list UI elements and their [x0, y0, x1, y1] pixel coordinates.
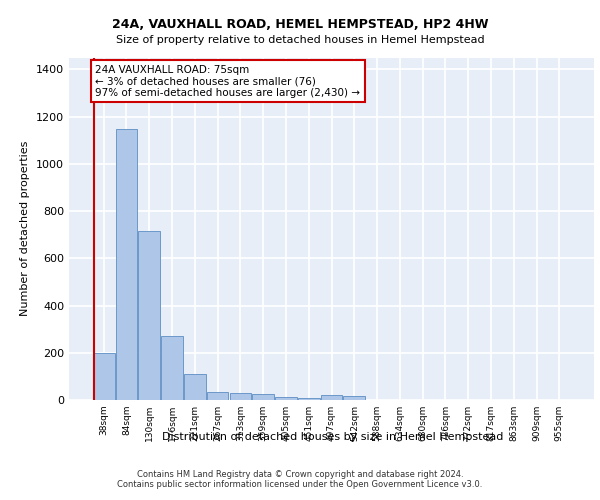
Y-axis label: Number of detached properties: Number of detached properties: [20, 141, 31, 316]
Text: 24A, VAUXHALL ROAD, HEMEL HEMPSTEAD, HP2 4HW: 24A, VAUXHALL ROAD, HEMEL HEMPSTEAD, HP2…: [112, 18, 488, 30]
Text: 24A VAUXHALL ROAD: 75sqm
← 3% of detached houses are smaller (76)
97% of semi-de: 24A VAUXHALL ROAD: 75sqm ← 3% of detache…: [95, 64, 360, 98]
Bar: [116, 129, 137, 400]
Bar: [275, 397, 297, 400]
Text: Contains HM Land Registry data © Crown copyright and database right 2024.
Contai: Contains HM Land Registry data © Crown c…: [118, 470, 482, 489]
Text: Size of property relative to detached houses in Hemel Hempstead: Size of property relative to detached ho…: [116, 35, 484, 45]
Bar: [93, 353, 115, 400]
Bar: [253, 394, 274, 400]
Bar: [139, 231, 160, 400]
Bar: [230, 393, 251, 400]
Bar: [161, 336, 183, 400]
Bar: [343, 396, 365, 400]
Bar: [298, 398, 320, 400]
Bar: [207, 392, 229, 400]
Bar: [184, 374, 206, 400]
Bar: [320, 396, 343, 400]
Text: Distribution of detached houses by size in Hemel Hempstead: Distribution of detached houses by size …: [163, 432, 503, 442]
